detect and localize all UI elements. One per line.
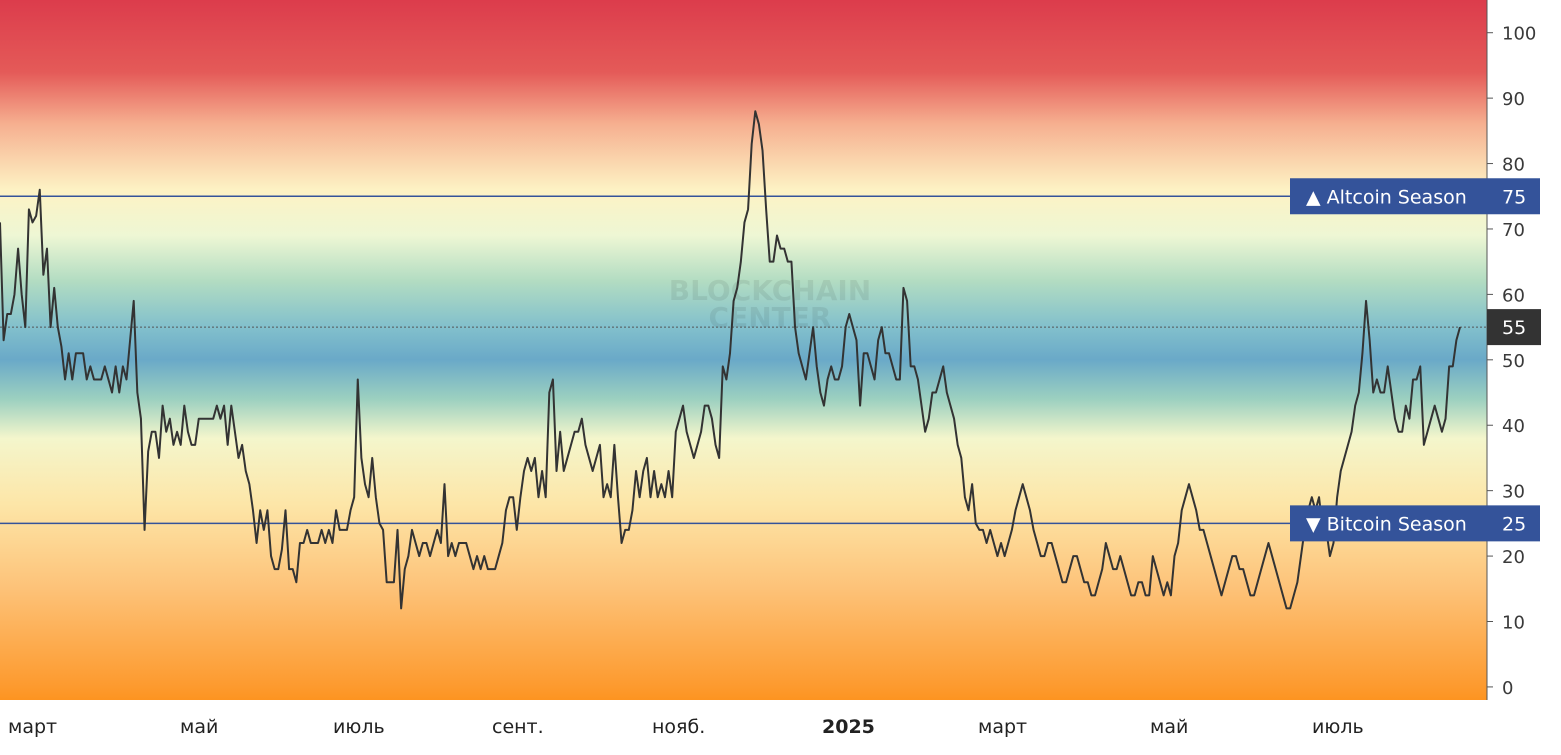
y-tick-label-70: 70 [1502, 220, 1525, 241]
y-tick-label-50: 50 [1502, 351, 1525, 372]
reference-lines [0, 195, 1487, 525]
current-value-badge-bg [1487, 309, 1541, 346]
x-tick-label-8: июль [1312, 716, 1364, 738]
y-axis-area [1487, 0, 1561, 700]
y-tick-label-40: 40 [1502, 416, 1525, 437]
y-tick-label-80: 80 [1502, 155, 1525, 176]
current-value-badge: 55 [1487, 309, 1541, 346]
reference-badges: ▲ Altcoin Season 75 ▼ Bitcoin Season 25 [1290, 178, 1540, 542]
x-tick-label-0: март [8, 716, 57, 738]
reference-badge-25 [1290, 505, 1540, 542]
reference-badge-label-25: ▼ Bitcoin Season [1306, 513, 1467, 535]
x-axis-area [0, 700, 1561, 755]
reference-badge-value-75: 75 [1502, 186, 1526, 208]
reference-badge-label-75: ▲ Altcoin Season [1306, 186, 1467, 208]
y-tick-label-10: 10 [1502, 612, 1525, 633]
reference-badge-value-25: 25 [1502, 513, 1526, 535]
y-tick-label-30: 30 [1502, 482, 1525, 503]
watermark-line-2: CENTER [709, 301, 832, 334]
x-tick-label-3: сент. [492, 716, 544, 738]
y-axis-ticks: 0 10 20 30 40 50 60 70 80 90 100 [1487, 24, 1536, 699]
watermark-line-1: BLOCKCHAIN [669, 274, 871, 307]
y-tick-label-60: 60 [1502, 285, 1525, 306]
y-tick-label-0: 0 [1502, 678, 1513, 699]
x-tick-label-1: май [180, 716, 218, 738]
x-axis-ticks: март май июль сент. нояб. 2025 март май июль [8, 716, 1364, 738]
y-tick-label-90: 90 [1502, 89, 1525, 110]
x-tick-label-7: май [1150, 716, 1188, 738]
y-tick-label-20: 20 [1502, 547, 1525, 568]
x-tick-label-5: 2025 [822, 716, 875, 738]
current-value-badge-label: 55 [1502, 317, 1526, 339]
watermark: BLOCKCHAIN CENTER [669, 274, 871, 334]
x-tick-label-2: июль [333, 716, 385, 738]
reference-badge-75 [1290, 178, 1540, 215]
plot-background [0, 0, 1487, 700]
x-tick-label-6: март [978, 716, 1027, 738]
series-line [0, 110, 1461, 610]
x-tick-label-4: нояб. [652, 716, 705, 738]
y-tick-label-100: 100 [1502, 24, 1536, 45]
